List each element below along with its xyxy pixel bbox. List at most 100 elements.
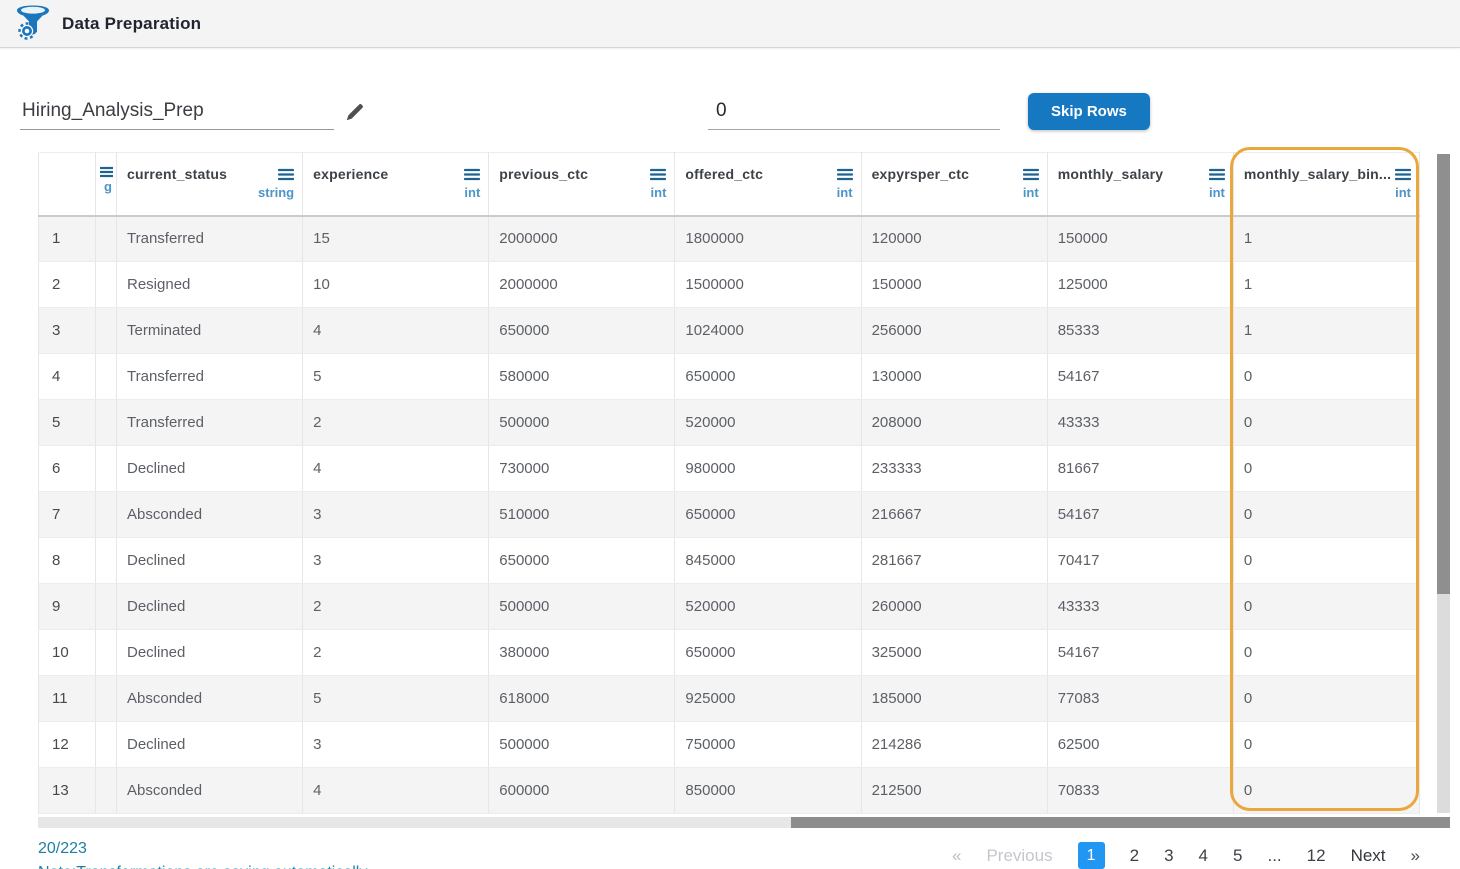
table-cell: 500000 (488, 721, 676, 768)
column-menu-icon[interactable] (836, 168, 853, 181)
table-cell: 0 (1233, 491, 1421, 538)
clipped-cell (95, 537, 117, 584)
table-cell: 0 (1233, 583, 1421, 630)
column-menu-icon[interactable] (1208, 168, 1225, 181)
table-cell: 125000 (1047, 261, 1234, 308)
table-cell: 130000 (861, 353, 1048, 400)
table-cell: 233333 (861, 445, 1048, 492)
table-cell: 77083 (1047, 675, 1234, 722)
table-row: 7 Absconded 3 510000 650000 216667 54167 0 (38, 491, 1421, 538)
table-cell: 4 (302, 307, 490, 354)
table-cell: 325000 (861, 629, 1048, 676)
top-bar: Data Preparation (0, 0, 1460, 48)
horizontal-scrollbar-thumb[interactable] (790, 817, 1450, 828)
column-type: g (104, 179, 112, 194)
column-header[interactable]: monthly_salary_bin... int (1233, 152, 1421, 217)
skip-rows-input[interactable]: 0 (708, 100, 1000, 130)
pagination-page[interactable]: 3 (1164, 845, 1174, 865)
table-row: 4 Transferred 5 580000 650000 130000 54167 0 (38, 353, 1421, 400)
table-cell: Terminated (116, 307, 304, 354)
vertical-scrollbar-thumb[interactable] (1437, 154, 1450, 594)
table-cell: 0 (1233, 767, 1421, 814)
table-cell: 650000 (674, 353, 862, 400)
column-header[interactable]: current_status string (116, 152, 304, 217)
skip-rows-button[interactable]: Skip Rows (1028, 93, 1150, 130)
table-cell: 1500000 (674, 261, 862, 308)
column-type: int (1022, 185, 1039, 200)
table-row: 12 Declined 3 500000 750000 214286 62500 0 (38, 721, 1421, 768)
table-row: 13 Absconded 4 600000 850000 212500 70833 0 (38, 767, 1421, 814)
table-body: 1 Transferred 15 2000000 1800000 120000 15000… (38, 215, 1421, 814)
pagination-page[interactable]: 5 (1233, 845, 1243, 865)
column-menu-icon[interactable] (1395, 168, 1411, 181)
table-cell: 185000 (861, 675, 1048, 722)
table-cell: 1 (1233, 261, 1421, 308)
table-cell: 520000 (674, 399, 862, 446)
pagination-last-icon[interactable]: » (1410, 845, 1420, 865)
column-name: monthly_salary (1057, 166, 1164, 182)
column-menu-icon[interactable] (100, 166, 113, 178)
table-cell: 650000 (488, 307, 676, 354)
table-cell: 260000 (861, 583, 1048, 630)
column-menu-icon[interactable] (650, 168, 667, 181)
column-type: int (650, 185, 667, 200)
table-cell: 214286 (861, 721, 1048, 768)
horizontal-scrollbar[interactable] (38, 817, 1450, 828)
table-cell: 85333 (1047, 307, 1234, 354)
table-cell: 62500 (1047, 721, 1234, 768)
pagination-page[interactable]: 2 (1129, 845, 1140, 865)
pagination-ellipsis: ... (1267, 845, 1282, 865)
column-header[interactable]: offered_ctc int (674, 152, 862, 217)
pagination-page[interactable]: 4 (1198, 845, 1208, 865)
pagination-previous[interactable]: Previous (986, 845, 1053, 865)
column-header[interactable]: expyrsper_ctc int (861, 152, 1048, 217)
table-cell: 208000 (861, 399, 1048, 446)
table-cell: 0 (1233, 721, 1421, 768)
table-cell: 120000 (861, 215, 1048, 262)
row-number-header (38, 152, 96, 217)
column-name: previous_ctc (499, 166, 589, 182)
table-cell: 618000 (488, 675, 676, 722)
table-row: 9 Declined 2 500000 520000 260000 43333 0 (38, 583, 1421, 630)
table-cell: 0 (1233, 445, 1421, 492)
table-cell: 850000 (674, 767, 862, 814)
column-header[interactable]: previous_ctc int (488, 152, 676, 217)
table-cell: 54167 (1047, 491, 1234, 538)
column-name: experience (313, 166, 389, 182)
edit-pencil-icon[interactable] (344, 101, 366, 126)
table-cell: 0 (1233, 629, 1421, 676)
dataset-name-input[interactable]: Hiring_Analysis_Prep (20, 100, 334, 130)
pagination-first-icon[interactable]: « (951, 845, 962, 865)
row-number-cell: 4 (38, 353, 96, 400)
table-cell: 845000 (674, 537, 862, 584)
table-row: 5 Transferred 2 500000 520000 208000 43333 0 (38, 399, 1421, 446)
vertical-scrollbar[interactable] (1437, 154, 1450, 813)
table-cell: 650000 (674, 491, 862, 538)
table-cell: 4 (302, 767, 490, 814)
column-header[interactable]: experience int (302, 152, 490, 217)
funnel-gear-logo-icon (16, 5, 50, 43)
pagination-page[interactable]: 1 (1077, 842, 1105, 869)
table-cell: 500000 (488, 583, 676, 630)
row-number-cell: 3 (38, 307, 96, 354)
column-menu-icon[interactable] (1022, 168, 1039, 181)
table-row: 1 Transferred 15 2000000 1800000 120000 15000… (38, 215, 1421, 262)
column-menu-icon[interactable] (464, 168, 481, 181)
footer: 20/223 Note:Transformations are saving a… (38, 840, 1420, 869)
pagination-next[interactable]: Next (1350, 845, 1386, 865)
table-cell: Absconded (116, 675, 304, 722)
column-menu-icon[interactable] (278, 168, 295, 181)
table-cell: Absconded (116, 767, 304, 814)
column-type: int (1208, 185, 1225, 200)
table-cell: 256000 (861, 307, 1048, 354)
table-cell: 43333 (1047, 583, 1234, 630)
clipped-cell (95, 399, 117, 446)
pagination-page[interactable]: 12 (1306, 845, 1326, 865)
table-cell: 520000 (674, 583, 862, 630)
column-header[interactable]: monthly_salary int (1047, 152, 1234, 217)
row-number-cell: 1 (38, 215, 96, 262)
table-cell: Transferred (116, 399, 304, 446)
column-name: monthly_salary_bin... (1243, 166, 1391, 182)
table-row: 6 Declined 4 730000 980000 233333 81667 0 (38, 445, 1421, 492)
